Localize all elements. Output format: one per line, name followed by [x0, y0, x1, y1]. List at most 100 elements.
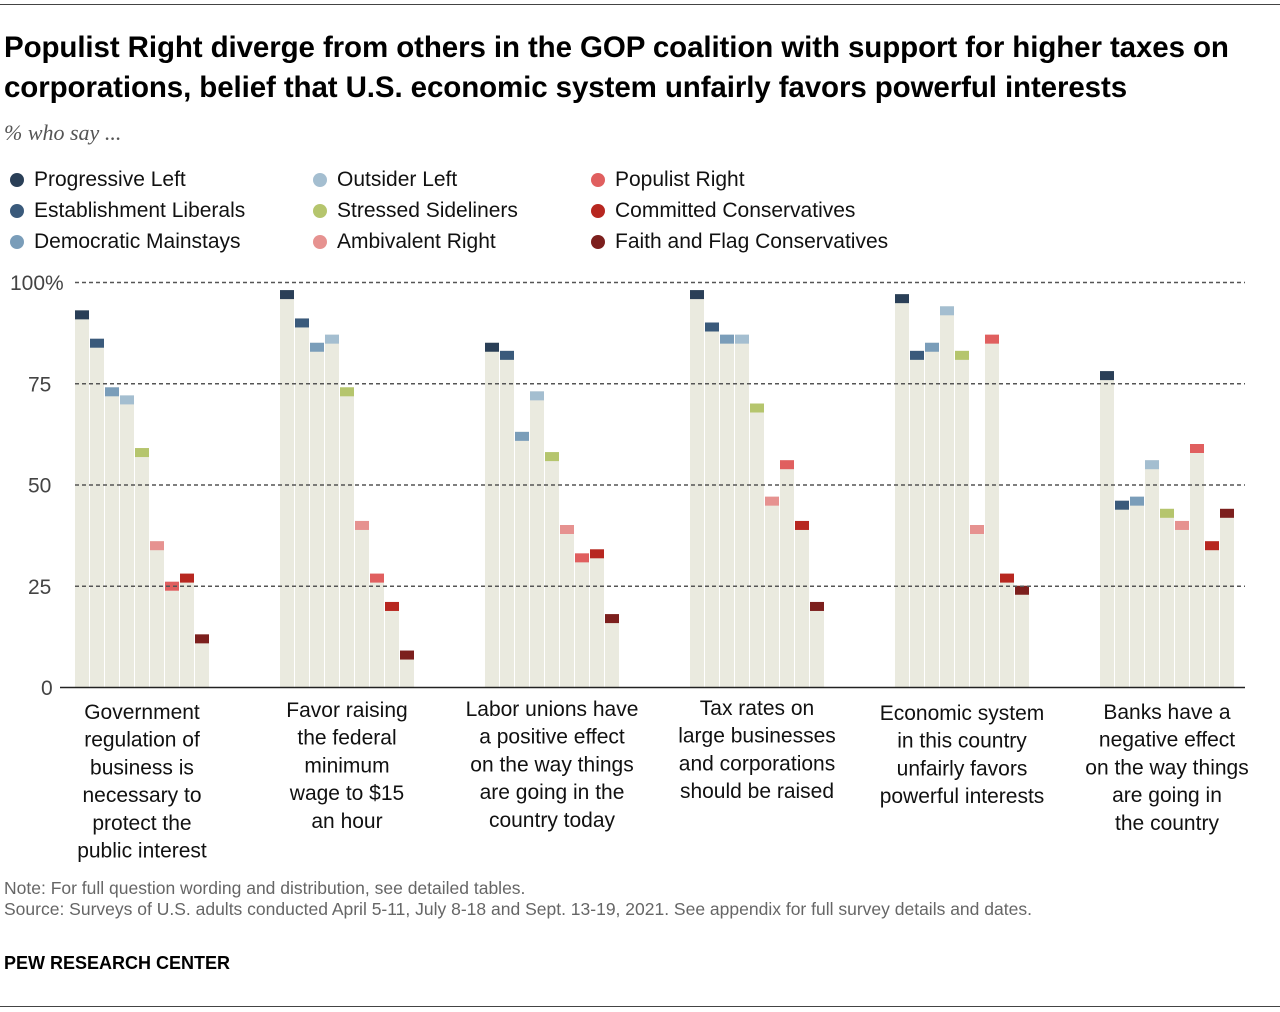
bar: [940, 306, 954, 687]
bar: [735, 334, 749, 687]
category-label: are going in the: [480, 781, 625, 804]
bar-value-marker: [280, 290, 294, 300]
top-rule: [0, 4, 1280, 5]
bar: [195, 634, 209, 687]
legend-label: Faith and Flag Conservatives: [615, 229, 889, 253]
bar-value-marker: [90, 338, 104, 348]
bar-value-marker: [370, 573, 384, 583]
bar-value-marker: [1160, 508, 1174, 518]
bar-value-marker: [310, 342, 324, 352]
bar-value-marker: [75, 310, 89, 320]
source: Source: Surveys of U.S. adults conducted…: [4, 899, 1032, 919]
y-tick-label: 0: [41, 677, 53, 700]
bar-value-marker: [925, 342, 939, 352]
bar: [1100, 371, 1114, 687]
legend-item: Populist Right: [591, 164, 888, 195]
bar: [560, 525, 574, 687]
bar-value-marker: [545, 452, 559, 462]
pew-logo-text: PEW RESEARCH CENTER: [4, 953, 231, 973]
bar-value-marker: [895, 294, 909, 304]
bar: [370, 573, 384, 687]
bar-value-marker: [735, 334, 749, 344]
bar: [1190, 444, 1204, 687]
category-label: Tax rates on: [700, 697, 814, 720]
bar-value-marker: [690, 290, 704, 300]
bar: [280, 290, 294, 687]
bar: [705, 322, 719, 687]
bar: [325, 334, 339, 687]
bar-value-marker: [530, 391, 544, 401]
bar: [120, 395, 134, 687]
chart-subtitle: % who say ...: [4, 120, 122, 145]
category-label: are going in: [1112, 784, 1222, 807]
bar: [910, 350, 924, 687]
legend-swatch: [10, 203, 24, 218]
bar-value-marker: [105, 387, 119, 397]
bar: [590, 549, 604, 687]
bar-value-marker: [720, 334, 734, 344]
bar: [295, 318, 309, 687]
bar: [1015, 585, 1029, 687]
category-label: on the way things: [470, 753, 633, 776]
bar-value-marker: [575, 553, 589, 563]
legend-swatch: [10, 172, 24, 187]
bar-value-marker: [1000, 573, 1014, 583]
bar-value-marker: [940, 306, 954, 316]
legend-label: Progressive Left: [34, 167, 186, 191]
bar: [1175, 520, 1189, 687]
bar: [895, 294, 909, 687]
category-label: a positive effect: [479, 726, 625, 749]
bar: [75, 310, 89, 687]
bar-value-marker: [970, 525, 984, 534]
legend-col-2: Outsider Left Stressed Sideliners Ambivale…: [313, 164, 518, 257]
bar: [795, 520, 809, 687]
bar-value-marker: [340, 387, 354, 397]
bar: [165, 581, 179, 687]
bar-value-marker: [590, 549, 604, 559]
bar-value-marker: [750, 403, 764, 413]
category-label: powerful interests: [880, 785, 1045, 808]
category-label: on the way things: [1085, 756, 1248, 779]
bar-value-marker: [1145, 460, 1159, 470]
bar: [1145, 460, 1159, 687]
bar-value-marker: [135, 448, 149, 458]
bar-chart: 0 25 50 75 100% Government regulation of busine…: [10, 272, 1249, 863]
bar-value-marker: [165, 581, 179, 591]
bar-value-marker: [195, 634, 209, 644]
bar-value-marker: [150, 541, 164, 551]
legend-label: Outsider Left: [337, 167, 458, 191]
legend-label: Democratic Mainstays: [34, 229, 241, 253]
bar: [970, 525, 984, 687]
bar-value-marker: [180, 573, 194, 583]
bar-value-marker: [1190, 444, 1204, 453]
legend-item: Establishment Liberals: [10, 195, 245, 226]
bar: [750, 403, 764, 687]
bar: [135, 448, 149, 687]
bar-value-marker: [120, 395, 134, 405]
legend-label: Committed Conservatives: [615, 198, 856, 222]
category-label: large businesses: [678, 725, 836, 748]
bar-value-marker: [780, 460, 794, 470]
legend-swatch: [313, 234, 327, 249]
bar: [515, 431, 529, 687]
chart-title: Populist Right diverge from others in th…: [4, 31, 1229, 104]
bar-value-marker: [765, 496, 779, 506]
legend-label: Stressed Sideliners: [337, 198, 518, 222]
bar: [545, 452, 559, 687]
bar: [985, 334, 999, 687]
category-label: regulation of: [84, 729, 200, 752]
bar-value-marker: [1175, 520, 1189, 530]
bar: [955, 350, 969, 687]
bar: [765, 496, 779, 687]
legend-swatch: [591, 234, 605, 249]
bar-value-marker: [1205, 541, 1219, 551]
bar: [1160, 508, 1174, 687]
bar-value-marker: [985, 334, 999, 344]
category-label: negative effect: [1099, 729, 1235, 752]
legend-swatch: [10, 234, 24, 249]
legend-swatch: [591, 203, 605, 218]
bar: [1115, 500, 1129, 687]
bar: [340, 387, 354, 687]
y-tick-label: 75: [28, 373, 51, 396]
